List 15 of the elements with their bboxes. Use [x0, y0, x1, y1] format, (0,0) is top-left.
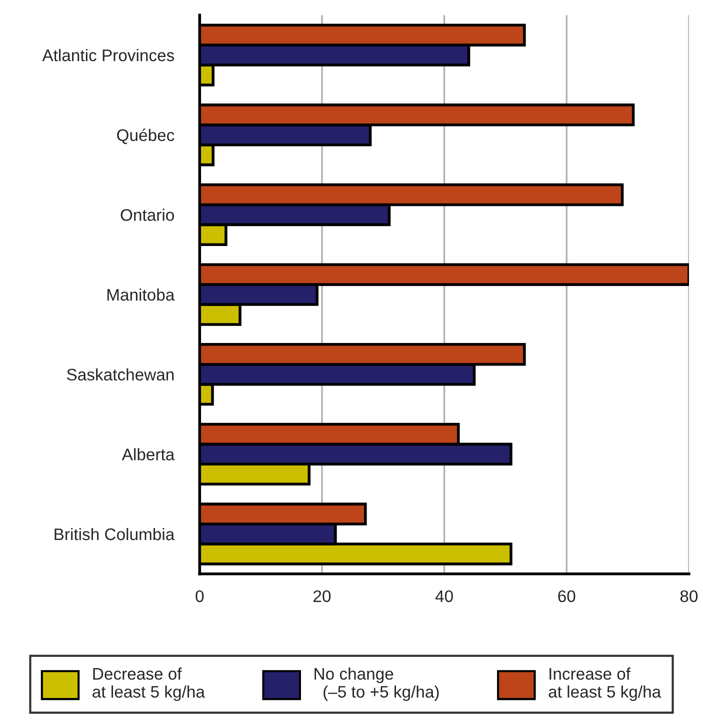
legend-label: No change (–5 to +5 kg/ha)	[314, 668, 439, 701]
y-tick-label: British Columbia	[54, 528, 175, 540]
x-tick-label: 80	[680, 590, 698, 602]
x-tick-label: 20	[314, 590, 331, 602]
y-tick-label: Manitoba	[107, 288, 175, 301]
x-tick-label: 60	[558, 590, 576, 602]
y-tick-label: Saskatchewan	[67, 368, 174, 381]
y-tick-label: Atlantic Provinces	[42, 49, 174, 62]
y-tick-label: Alberta	[122, 448, 175, 460]
y-tick-label: Québec	[117, 128, 174, 144]
x-tick-label: 0	[196, 590, 204, 602]
x-tick-label: 40	[435, 590, 453, 602]
y-tick-label: Ontario	[120, 208, 174, 221]
legend-label: Increase of at least 5 kg/ha	[548, 668, 662, 701]
legend-label: Decrease of at least 5 kg/ha	[92, 668, 205, 701]
